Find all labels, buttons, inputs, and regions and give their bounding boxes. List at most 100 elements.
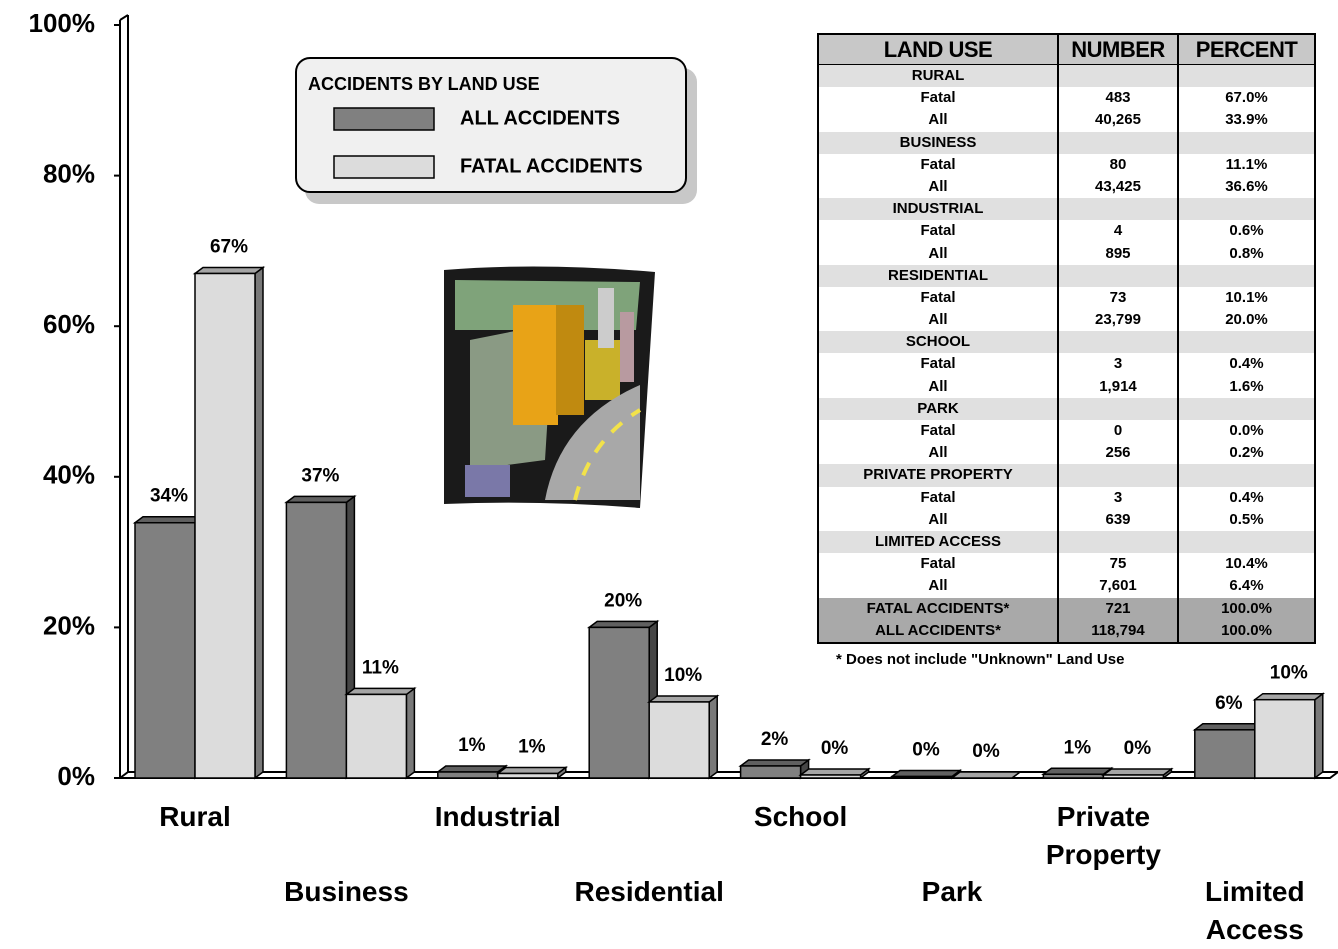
table-cell: All bbox=[819, 376, 1059, 398]
table-cell: All bbox=[819, 575, 1059, 597]
table-cell: LAND USE bbox=[819, 35, 1059, 64]
bar bbox=[498, 773, 558, 778]
bar-top bbox=[649, 696, 717, 702]
table-cell: SCHOOL bbox=[819, 331, 1059, 353]
table-row: RESIDENTIAL bbox=[819, 265, 1314, 287]
value-label: 10% bbox=[664, 665, 702, 686]
table-cell: 11.1% bbox=[1179, 154, 1314, 176]
table-row: All23,79920.0% bbox=[819, 309, 1314, 331]
bar-top bbox=[801, 769, 869, 775]
table-row: All40,26533.9% bbox=[819, 109, 1314, 131]
legend-swatch bbox=[334, 156, 434, 178]
value-label: 1% bbox=[458, 735, 486, 756]
table-cell: 75 bbox=[1059, 553, 1179, 575]
table-cell: 43,425 bbox=[1059, 176, 1179, 198]
table-cell: All bbox=[819, 109, 1059, 131]
bar-top bbox=[1043, 768, 1111, 774]
table-cell bbox=[1059, 464, 1179, 486]
table-cell: 10.4% bbox=[1179, 553, 1314, 575]
legend: ACCIDENTS BY LAND USE ALL ACCIDENTSFATAL… bbox=[296, 58, 697, 204]
bar-top bbox=[741, 760, 809, 766]
table-cell bbox=[1059, 132, 1179, 154]
x-tick-label: Industrial bbox=[403, 798, 593, 836]
table-cell: PERCENT bbox=[1179, 35, 1314, 64]
bar bbox=[195, 273, 255, 778]
table-cell: 0.2% bbox=[1179, 442, 1314, 464]
x-tick-label: Rural bbox=[100, 798, 290, 836]
value-label: 0% bbox=[972, 741, 1000, 762]
x-tick-label: Business bbox=[251, 873, 441, 911]
y-tick-label: 0% bbox=[57, 761, 95, 791]
bar bbox=[589, 627, 649, 778]
bar-top bbox=[498, 767, 566, 773]
table-cell: All bbox=[819, 309, 1059, 331]
table-cell: 1.6% bbox=[1179, 376, 1314, 398]
table-cell: 256 bbox=[1059, 442, 1179, 464]
bar-top bbox=[135, 517, 203, 523]
table-cell: Fatal bbox=[819, 87, 1059, 109]
table-cell bbox=[1059, 65, 1179, 87]
table-row: PARK bbox=[819, 398, 1314, 420]
bar-top bbox=[1103, 769, 1171, 775]
table-cell: 0.4% bbox=[1179, 487, 1314, 509]
table-cell: Fatal bbox=[819, 420, 1059, 442]
value-label: 0% bbox=[821, 738, 849, 759]
table-cell bbox=[1179, 398, 1314, 420]
table-row: Fatal7310.1% bbox=[819, 287, 1314, 309]
table-row: Fatal40.6% bbox=[819, 220, 1314, 242]
table-row: All7,6016.4% bbox=[819, 575, 1314, 597]
table-row: Fatal8011.1% bbox=[819, 154, 1314, 176]
table-cell: 0.4% bbox=[1179, 353, 1314, 375]
bar-top bbox=[195, 267, 263, 273]
table-cell: LIMITED ACCESS bbox=[819, 531, 1059, 553]
table-cell: All bbox=[819, 442, 1059, 464]
table-cell bbox=[1059, 331, 1179, 353]
table-cell bbox=[1059, 531, 1179, 553]
table-row: FATAL ACCIDENTS*721100.0% bbox=[819, 598, 1314, 620]
legend-swatch bbox=[334, 108, 434, 130]
table-row: PRIVATE PROPERTY bbox=[819, 464, 1314, 486]
table-cell bbox=[1179, 464, 1314, 486]
value-label: 2% bbox=[761, 729, 789, 750]
table-cell: 0 bbox=[1059, 420, 1179, 442]
bar-top bbox=[346, 688, 414, 694]
table-cell: 100.0% bbox=[1179, 620, 1314, 642]
table-row: RURAL bbox=[819, 65, 1314, 87]
footnote: * Does not include "Unknown" Land Use bbox=[836, 651, 1124, 668]
table-cell: FATAL ACCIDENTS* bbox=[819, 598, 1059, 620]
table-cell: Fatal bbox=[819, 553, 1059, 575]
table-cell: INDUSTRIAL bbox=[819, 198, 1059, 220]
value-label: 37% bbox=[301, 465, 339, 486]
x-tick-label: Residential bbox=[554, 873, 744, 911]
bar bbox=[892, 776, 952, 778]
table-cell: All bbox=[819, 243, 1059, 265]
table-cell: 0.5% bbox=[1179, 509, 1314, 531]
bar bbox=[346, 694, 406, 778]
table-row: SCHOOL bbox=[819, 331, 1314, 353]
table-cell: 1,914 bbox=[1059, 376, 1179, 398]
value-label: 20% bbox=[604, 590, 642, 611]
legend-title: ACCIDENTS BY LAND USE bbox=[308, 74, 540, 94]
bar-top bbox=[892, 770, 960, 776]
value-label: 34% bbox=[150, 486, 188, 507]
y-tick-label: 40% bbox=[43, 460, 95, 490]
table-row: All8950.8% bbox=[819, 243, 1314, 265]
table-cell: 483 bbox=[1059, 87, 1179, 109]
table-cell: PARK bbox=[819, 398, 1059, 420]
clipart bbox=[444, 266, 655, 508]
bar-top bbox=[1195, 724, 1263, 730]
table-cell bbox=[1179, 331, 1314, 353]
table-cell: 36.6% bbox=[1179, 176, 1314, 198]
bar-top bbox=[286, 496, 354, 502]
bar-side bbox=[255, 267, 263, 778]
table-cell: 3 bbox=[1059, 353, 1179, 375]
x-tick-label: Limited Access bbox=[1160, 873, 1338, 949]
table-cell: RURAL bbox=[819, 65, 1059, 87]
